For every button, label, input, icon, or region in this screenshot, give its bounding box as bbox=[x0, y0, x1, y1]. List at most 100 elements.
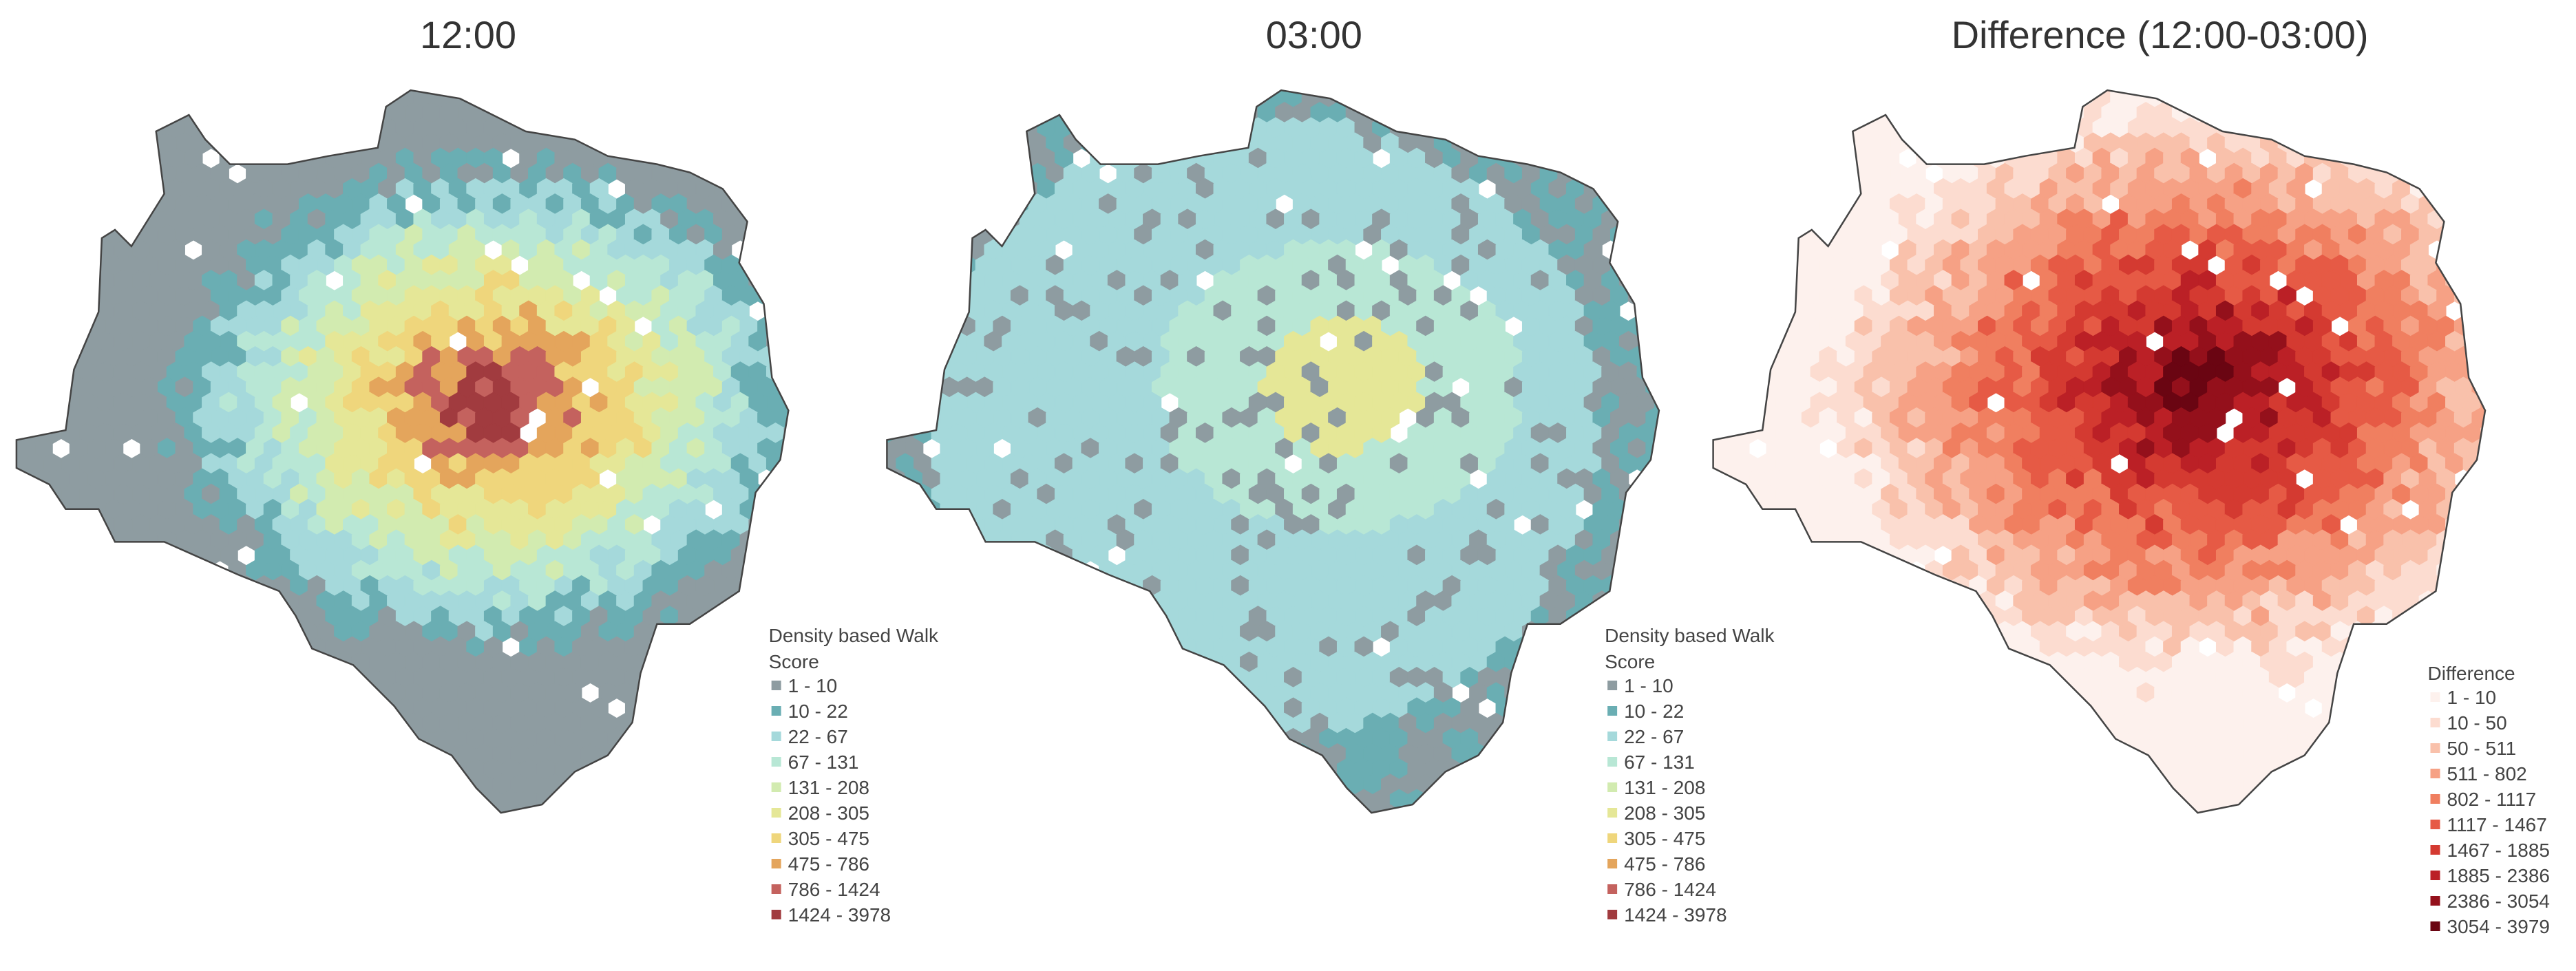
hex-cell bbox=[1213, 697, 1232, 719]
hex-cell bbox=[713, 789, 732, 811]
hex-cell bbox=[607, 758, 626, 780]
hex-cell bbox=[1907, 102, 1926, 124]
hex-cell bbox=[984, 117, 1003, 139]
hex-cell bbox=[16, 727, 27, 750]
hex-cell bbox=[43, 697, 62, 719]
hex-cell bbox=[16, 117, 27, 139]
hex-cell bbox=[1090, 575, 1109, 597]
hex-cell bbox=[16, 621, 18, 643]
hex-cell bbox=[1766, 132, 1785, 154]
hex-cell bbox=[237, 90, 256, 109]
hex-cell bbox=[896, 117, 915, 139]
hex-cell bbox=[78, 270, 97, 292]
hex-cell bbox=[510, 90, 529, 93]
hex-cell bbox=[1160, 758, 1179, 780]
hex-cell bbox=[1557, 132, 1576, 154]
hex-cell bbox=[554, 90, 573, 109]
hex-cell bbox=[228, 590, 247, 612]
hex-cell bbox=[1116, 712, 1135, 734]
hex-cell bbox=[369, 743, 388, 765]
hex-cell bbox=[52, 285, 71, 307]
hex-cell bbox=[1766, 193, 1785, 215]
hex-cell bbox=[193, 743, 212, 765]
hex-cell bbox=[2471, 102, 2485, 124]
hex-cell bbox=[1722, 90, 1741, 109]
hex-cell bbox=[1636, 453, 1656, 475]
hex-cell bbox=[290, 90, 309, 109]
hex-cell bbox=[1601, 90, 1620, 109]
hex-cell bbox=[219, 697, 238, 719]
hex-cell bbox=[887, 270, 897, 292]
hex-cell bbox=[1713, 147, 1724, 169]
hex-cell bbox=[16, 697, 27, 719]
hex-cell bbox=[1654, 453, 1659, 475]
hex-cell bbox=[686, 773, 706, 796]
hex-cell bbox=[695, 727, 715, 750]
hex-cell bbox=[1574, 132, 1594, 154]
hex-cell bbox=[1010, 559, 1030, 582]
hex-cell bbox=[721, 804, 741, 813]
hex-cell bbox=[1810, 147, 1829, 169]
hex-cell bbox=[651, 651, 671, 674]
hex-cell bbox=[96, 575, 115, 597]
hex-cell bbox=[131, 117, 150, 139]
hex-cell bbox=[202, 575, 221, 597]
hex-cell bbox=[1204, 804, 1223, 813]
hex-cell bbox=[1495, 117, 1514, 139]
hex-cell bbox=[887, 90, 889, 93]
hex-cell bbox=[325, 789, 344, 811]
hex-cell bbox=[1116, 590, 1135, 612]
hex-cell bbox=[210, 621, 229, 643]
hex-cell bbox=[1627, 285, 1647, 307]
hex-cell bbox=[2418, 162, 2438, 185]
hex-cell bbox=[2480, 178, 2485, 200]
hex-cell bbox=[783, 423, 789, 445]
hex-cell bbox=[887, 667, 897, 689]
hex-cell bbox=[1951, 117, 1970, 139]
hex-cell bbox=[1837, 90, 1856, 93]
hex-cell bbox=[940, 90, 959, 93]
hex-cell bbox=[1495, 90, 1514, 109]
hex-cell bbox=[1740, 117, 1759, 139]
hex-cell bbox=[1002, 697, 1021, 719]
hex-cell bbox=[1654, 575, 1659, 597]
hex-cell bbox=[1116, 621, 1135, 643]
hex-cell bbox=[219, 727, 238, 750]
hex-cell bbox=[887, 514, 897, 536]
hex-cell bbox=[905, 682, 924, 704]
hex-cell bbox=[157, 590, 177, 612]
hex-cell bbox=[695, 90, 715, 109]
hex-cell bbox=[1513, 789, 1532, 811]
hex-cell bbox=[1099, 712, 1118, 734]
hex-cell bbox=[387, 804, 406, 813]
hex-cell bbox=[2339, 90, 2358, 109]
hex-cell bbox=[1793, 178, 1812, 200]
hex-cell bbox=[914, 330, 933, 353]
legend-swatch bbox=[771, 732, 781, 741]
hex-cell bbox=[16, 498, 18, 521]
hex-cell bbox=[16, 667, 27, 689]
hex-cell bbox=[1601, 147, 1620, 169]
hex-cell bbox=[1889, 90, 1909, 93]
hex-cell bbox=[1063, 102, 1082, 124]
hex-cell bbox=[1204, 773, 1223, 796]
hex-cell bbox=[52, 529, 71, 551]
hex-cell bbox=[202, 90, 221, 109]
hex-cell bbox=[2180, 90, 2199, 109]
hex-cell bbox=[669, 132, 688, 154]
hex-cell bbox=[624, 117, 644, 139]
hex-cell bbox=[1240, 773, 1259, 796]
hex-cell bbox=[193, 559, 212, 582]
hex-cell bbox=[958, 590, 977, 612]
hex-cell bbox=[1028, 682, 1047, 704]
hex-cell bbox=[1521, 682, 1541, 704]
hex-cell bbox=[1530, 90, 1550, 109]
hex-cell bbox=[378, 758, 397, 780]
hex-cell bbox=[219, 117, 238, 139]
hex-cell bbox=[966, 178, 985, 200]
hex-cell bbox=[1557, 773, 1576, 796]
hex-cell bbox=[501, 90, 520, 109]
hex-cell bbox=[387, 773, 406, 796]
hex-cell bbox=[16, 132, 18, 154]
hex-cell bbox=[439, 773, 459, 796]
